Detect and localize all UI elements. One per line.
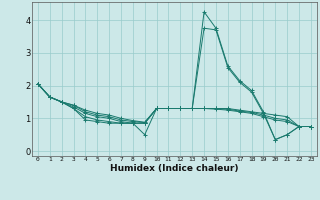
X-axis label: Humidex (Indice chaleur): Humidex (Indice chaleur) xyxy=(110,164,239,173)
